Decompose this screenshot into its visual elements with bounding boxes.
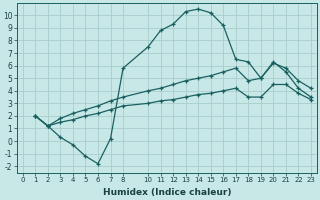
X-axis label: Humidex (Indice chaleur): Humidex (Indice chaleur) xyxy=(103,188,231,197)
